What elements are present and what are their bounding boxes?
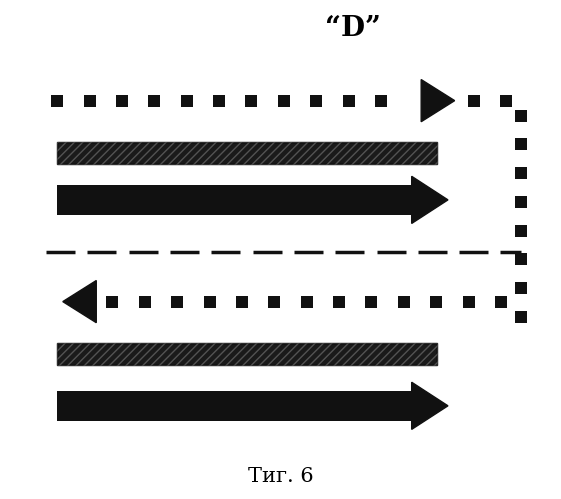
Bar (57, 142, 437, 164)
Polygon shape (421, 79, 454, 122)
Polygon shape (63, 280, 96, 323)
Bar (57, 391, 412, 421)
Bar (57, 342, 437, 365)
Bar (57, 142, 437, 164)
Text: “D”: “D” (325, 15, 381, 42)
Bar (57, 185, 412, 215)
Text: Τиг. 6: Τиг. 6 (248, 467, 313, 486)
Polygon shape (412, 382, 448, 429)
Polygon shape (412, 176, 448, 224)
Bar (57, 342, 437, 365)
